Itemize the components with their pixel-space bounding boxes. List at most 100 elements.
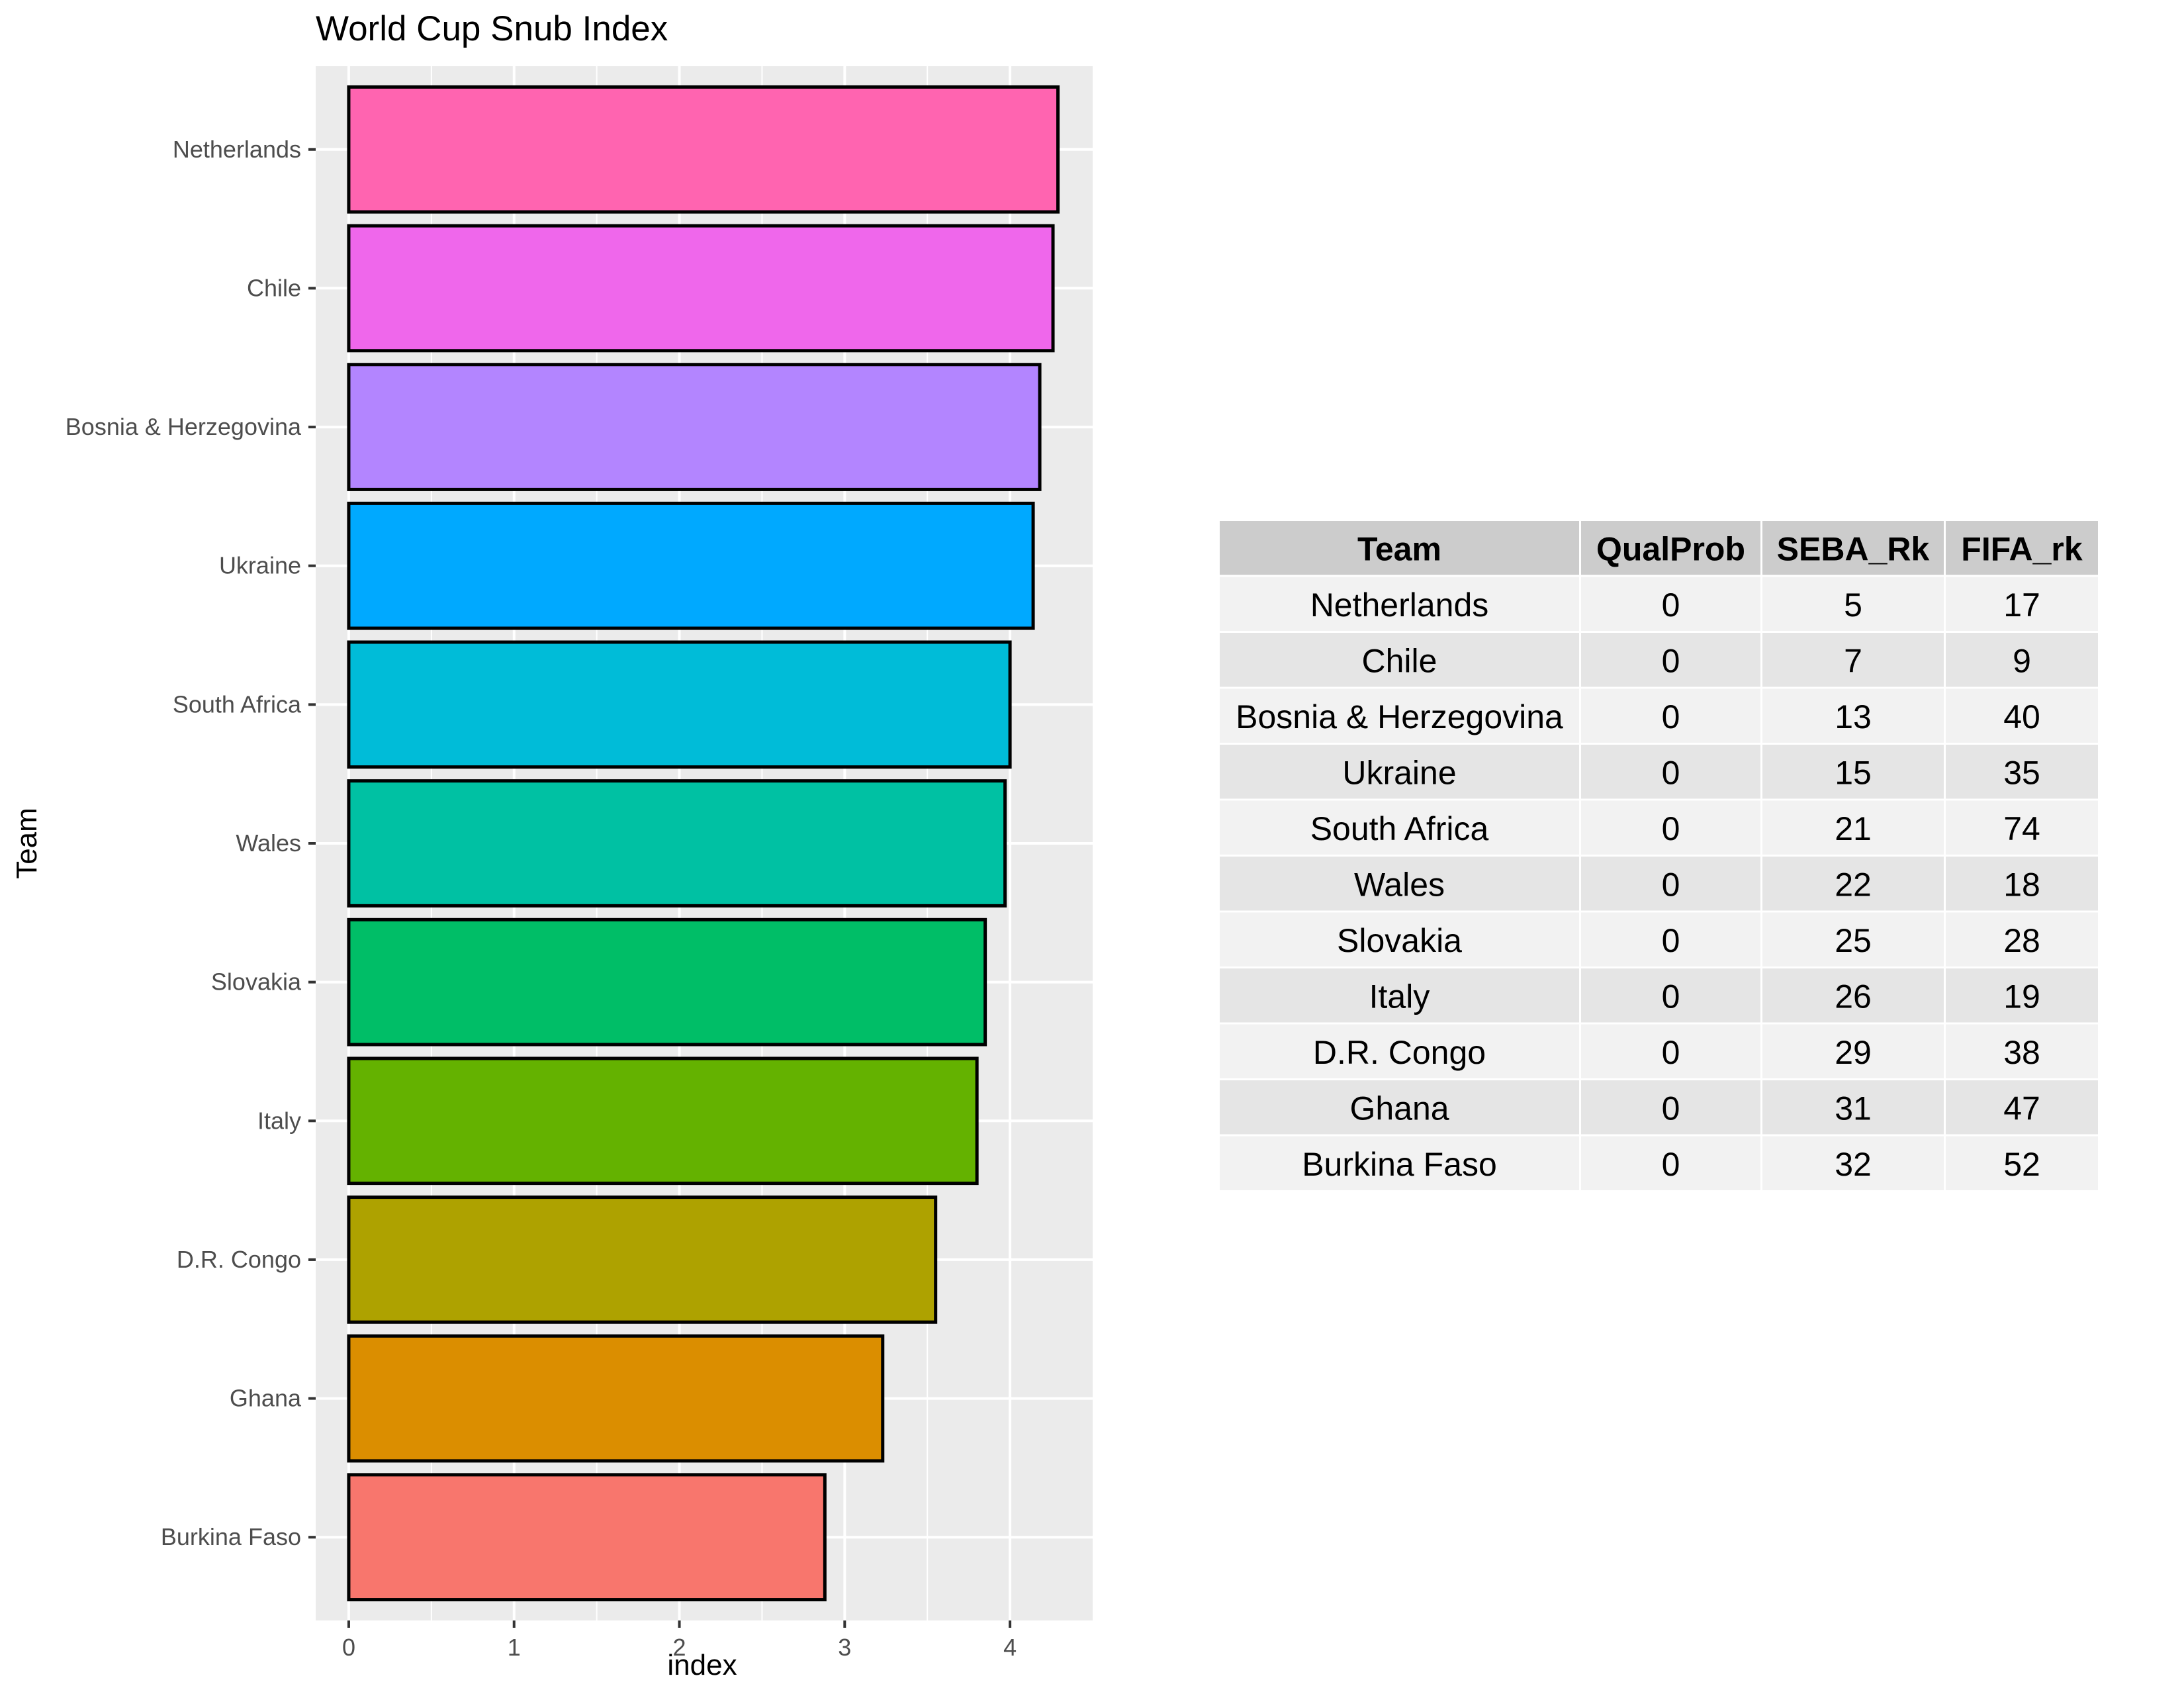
table-cell-value: 0 (1662, 1146, 1680, 1183)
table-cell (1762, 633, 1944, 687)
table-cell (1762, 968, 1944, 1023)
y-tick-label: D.R. Congo (177, 1246, 301, 1273)
bar (347, 640, 1012, 769)
table-cell-value: 0 (1662, 866, 1680, 903)
table-cell-value: 40 (2003, 698, 2040, 735)
table-cell-value: 5 (1844, 586, 1862, 624)
bar (347, 501, 1035, 630)
table-header-label: QualProb (1596, 530, 1745, 567)
table-cell (1581, 968, 1760, 1023)
team-stats-table: Team QualProb SEBA_Rk FIFA_rk Netherlands 0 5 1… (1220, 521, 2098, 1190)
table-cell-value: 0 (1662, 1034, 1680, 1071)
table-cell (1762, 577, 1944, 631)
table-cell-value: 0 (1662, 1090, 1680, 1127)
table-cell-value: 52 (2003, 1146, 2040, 1183)
table-cell (1762, 688, 1944, 743)
table-cell-value: 47 (2003, 1090, 2040, 1127)
table-cell (1220, 577, 1579, 631)
table-cell (1946, 577, 2098, 631)
bar (347, 779, 1007, 908)
table-header-cell (1762, 521, 1944, 575)
table-cell (1581, 1080, 1760, 1135)
table-cell (1581, 800, 1760, 855)
table-cell (1946, 968, 2098, 1023)
table-cell (1762, 1080, 1944, 1135)
table-cell-value: Ukraine (1342, 754, 1456, 791)
y-tick-label: Italy (257, 1107, 301, 1134)
table-cell (1762, 857, 1944, 911)
table-cell-value: 7 (1844, 642, 1862, 679)
table-cell (1946, 633, 2098, 687)
table-cell (1762, 1024, 1944, 1078)
y-tick-label: South Africa (173, 690, 302, 718)
table-cell (1220, 912, 1579, 966)
y-tick-label: Slovakia (211, 968, 302, 996)
table-cell-value: 22 (1835, 866, 1872, 903)
table-header-label: SEBA_Rk (1777, 530, 1930, 567)
table-cell-value: D.R. Congo (1313, 1034, 1486, 1071)
table-cell-value: Chile (1362, 642, 1437, 679)
table-cell-value: 0 (1662, 754, 1680, 791)
table-cell-value: 17 (2003, 586, 2040, 624)
table-cell (1220, 1136, 1579, 1190)
table-cell-value: 9 (2013, 642, 2031, 679)
table-header-cell (1581, 521, 1760, 575)
bar (347, 224, 1055, 353)
bar (347, 1196, 938, 1324)
bar (347, 363, 1042, 491)
table-cell-value: 25 (1835, 922, 1872, 959)
table-cell (1581, 1136, 1760, 1190)
table-cell (1220, 968, 1579, 1023)
table-cell-value: 0 (1662, 698, 1680, 735)
bar (347, 1473, 827, 1602)
table-cell (1762, 912, 1944, 966)
table-cell-value: 0 (1662, 586, 1680, 624)
table-cell (1581, 633, 1760, 687)
table-cell-value: 0 (1662, 642, 1680, 679)
y-tick-label: Netherlands (173, 136, 301, 163)
table-cell (1762, 1136, 1944, 1190)
table-cell (1581, 745, 1760, 799)
table-header-cell (1220, 521, 1579, 575)
table-cell-value: 0 (1662, 810, 1680, 847)
table-cell-value: Bosnia & Herzegovina (1236, 698, 1563, 735)
table-cell-value: 15 (1835, 754, 1872, 791)
x-tick-label: 2 (673, 1634, 686, 1661)
table-cell (1220, 688, 1579, 743)
x-axis-title: index (667, 1649, 737, 1681)
table-cell-value: Slovakia (1337, 922, 1462, 959)
y-tick-label: Bosnia & Herzegovina (66, 413, 302, 440)
table-cell (1946, 1024, 2098, 1078)
table-cell (1220, 1080, 1579, 1135)
table-cell-value: 21 (1835, 810, 1872, 847)
y-tick-label: Ghana (230, 1385, 302, 1412)
table-cell (1581, 857, 1760, 911)
table-cell (1581, 577, 1760, 631)
table-cell (1762, 745, 1944, 799)
bar (347, 1334, 885, 1463)
bar (347, 85, 1060, 214)
table-cell-value: 18 (2003, 866, 2040, 903)
x-tick-label: 3 (838, 1634, 851, 1661)
table-cell-value: 28 (2003, 922, 2040, 959)
table-cell-value: 0 (1662, 978, 1680, 1015)
table-cell-value: 26 (1835, 978, 1872, 1015)
bar (347, 1056, 979, 1186)
table-cell (1946, 1136, 2098, 1190)
table-header-label: Team (1357, 530, 1441, 567)
table-cell (1220, 633, 1579, 687)
y-tick-label: Wales (236, 829, 301, 857)
table-cell (1946, 912, 2098, 966)
chart-title: World Cup Snub Index (316, 9, 668, 48)
table-cell (1762, 800, 1944, 855)
y-axis: Netherlands Chile Bosnia & Herzegovina Ukra… (66, 136, 316, 1550)
table-cell-value: 32 (1835, 1146, 1872, 1183)
table-cell (1946, 800, 2098, 855)
table-cell (1220, 1024, 1579, 1078)
bar (347, 917, 987, 1047)
table-header-label: FIFA_rk (1961, 530, 2083, 567)
y-tick-label: Chile (247, 274, 301, 301)
table-cell-value: Wales (1354, 866, 1445, 903)
table-cell-value: 31 (1835, 1090, 1872, 1127)
